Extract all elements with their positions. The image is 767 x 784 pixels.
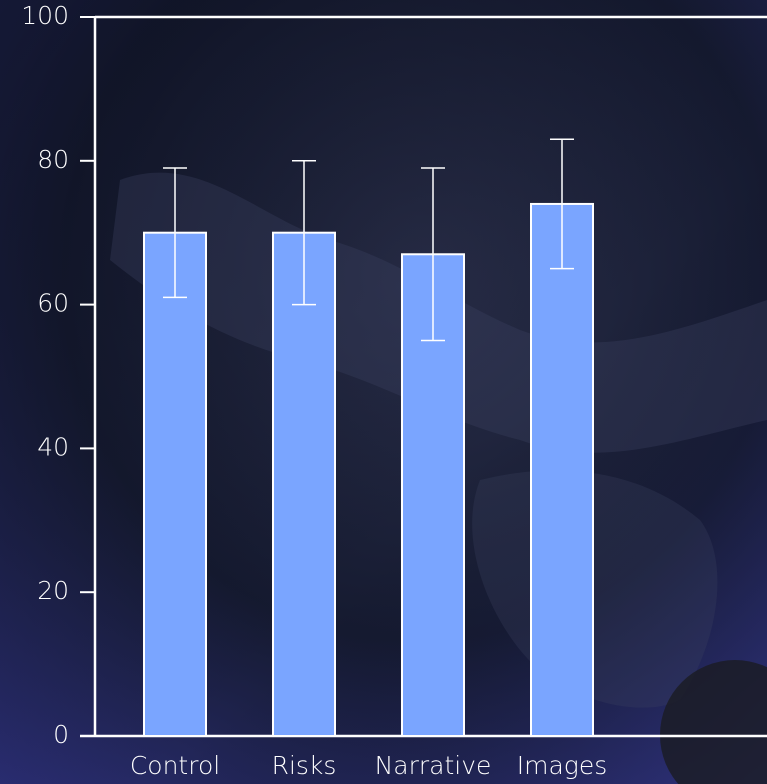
y-tick-label: 40 [37,432,69,461]
y-tick-label: 60 [37,289,69,318]
error-bar [421,167,445,342]
gear-icon [660,660,767,784]
error-bar [292,160,316,306]
error-bar [550,138,574,270]
y-tick-label: 0 [53,720,69,749]
bar [530,202,594,737]
y-tick-label: 80 [37,145,69,174]
x-tick-label: Control [130,751,220,780]
x-tick-label: Narrative [375,751,492,780]
x-tick-label: Risks [272,751,337,780]
y-tick-label: 100 [21,1,69,30]
bar [272,231,336,737]
x-tick-label: Images [517,751,607,780]
y-tick-label: 20 [37,576,69,605]
error-bar [163,167,187,299]
bar [143,231,207,737]
